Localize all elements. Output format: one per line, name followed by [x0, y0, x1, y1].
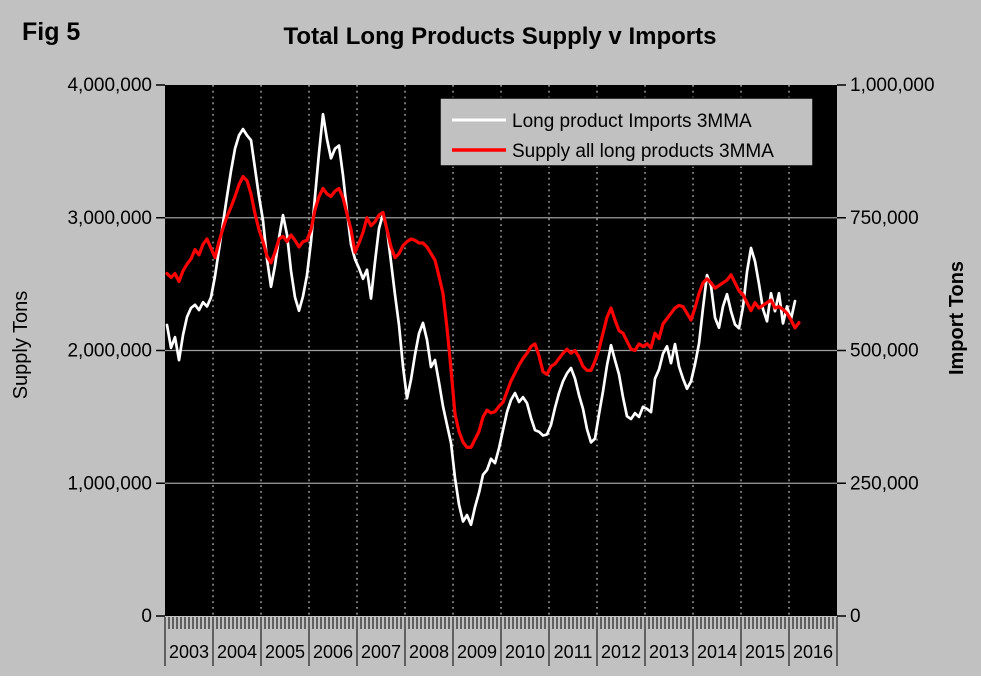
- right-axis-tick-label: 500,000: [850, 341, 919, 362]
- legend: Long product Imports 3MMA Supply all lon…: [439, 97, 814, 167]
- axis-ticks: [156, 84, 846, 617]
- left-axis-tick-label: 1,000,000: [67, 473, 152, 494]
- right-axis-tick-labels: 1,000,000 750,000 500,000 250,000 0: [850, 75, 935, 627]
- x-axis-year-label: 2011: [554, 642, 593, 662]
- right-axis-tick-label: 750,000: [850, 208, 919, 229]
- right-axis-tick-label: 0: [850, 606, 861, 627]
- x-axis-year-label: 2008: [409, 642, 449, 662]
- x-axis-year-labels: 2003 2004 2005 2006 2007 2008 2009 2010 2011 2012…: [169, 642, 833, 662]
- x-axis-year-label: 2005: [265, 642, 305, 662]
- imports-series-line: [165, 112, 797, 527]
- x-axis-year-label: 2009: [457, 642, 497, 662]
- x-axis-year-label: 2012: [601, 642, 641, 662]
- right-axis-tick-label: 250,000: [850, 473, 919, 494]
- right-axis-title: Import Tons: [946, 261, 968, 375]
- x-axis-year-label: 2003: [169, 642, 209, 662]
- figure-number-label: Fig 5: [22, 18, 80, 46]
- year-separators: [164, 617, 838, 666]
- left-axis-tick-label: 3,000,000: [67, 208, 152, 229]
- x-axis-year-label: 2013: [649, 642, 689, 662]
- x-axis-year-label: 2007: [361, 642, 401, 662]
- chart-title: Total Long Products Supply v Imports: [284, 23, 717, 50]
- data-series: [165, 112, 801, 527]
- horizontal-gridlines: [165, 217, 837, 484]
- x-axis-year-label: 2004: [217, 642, 257, 662]
- legend-box: [439, 97, 814, 167]
- left-axis-title: Supply Tons: [10, 291, 32, 400]
- x-axis-year-label: 2010: [505, 642, 545, 662]
- supply-series-line: [165, 175, 801, 449]
- legend-supply-label: Supply all long products 3MMA: [512, 141, 774, 162]
- right-axis-tick-label: 1,000,000: [850, 75, 935, 96]
- left-axis-tick-labels: 4,000,000 3,000,000 2,000,000 1,000,000 0: [67, 75, 152, 627]
- left-axis-tick-label: 0: [141, 606, 152, 627]
- left-axis-tick-label: 4,000,000: [67, 75, 152, 96]
- left-axis-tick-label: 2,000,000: [67, 341, 152, 362]
- vertical-gridlines: [212, 85, 790, 616]
- x-axis-year-label: 2014: [697, 642, 737, 662]
- legend-imports-label: Long product Imports 3MMA: [512, 111, 752, 132]
- x-axis-year-label: 2016: [793, 642, 833, 662]
- x-axis-year-label: 2015: [745, 642, 785, 662]
- x-axis-year-label: 2006: [313, 642, 353, 662]
